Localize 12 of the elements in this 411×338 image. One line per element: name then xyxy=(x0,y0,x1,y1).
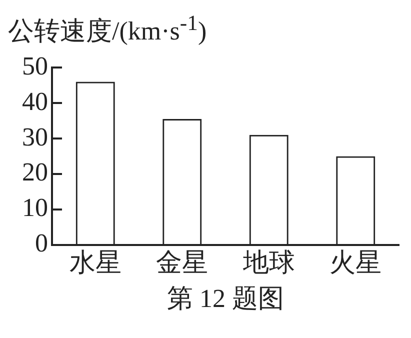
x-tick-label: 金星 xyxy=(156,248,208,278)
y-tick-label: 40 xyxy=(22,86,48,116)
x-tick-label: 火星 xyxy=(330,248,382,278)
y-tick-label: 50 xyxy=(22,51,48,80)
y-tick-label: 10 xyxy=(22,193,48,222)
text: 第 12 题图 xyxy=(166,284,285,314)
x-tick-label: 地球 xyxy=(242,248,295,278)
y-axis-title: 公转速度/(km·s$^{-1}$) xyxy=(8,10,208,46)
x-tick-label: 水星 xyxy=(69,248,122,278)
y-tick-label: 30 xyxy=(22,122,48,152)
y-tick-label: 20 xyxy=(22,158,48,187)
y-tick-label: 0 xyxy=(35,228,48,258)
